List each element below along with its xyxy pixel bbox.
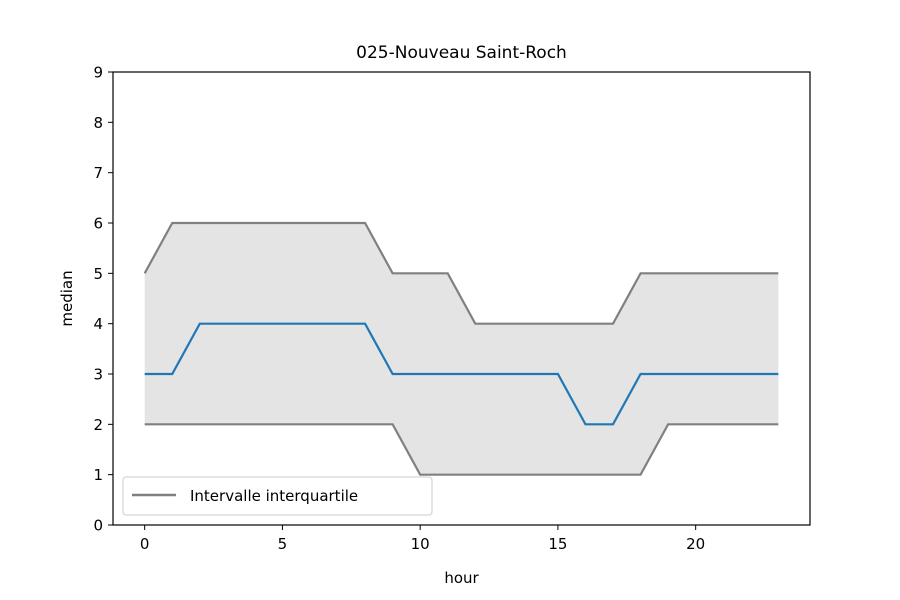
legend-label: Intervalle interquartile <box>190 487 358 505</box>
x-axis-label: hour <box>444 569 479 587</box>
interquartile-band-layer <box>144 223 779 475</box>
y-axis: 0 1 2 3 4 5 6 7 8 9 <box>93 64 113 535</box>
y-axis-label: median <box>58 270 76 326</box>
y-tick-label: 6 <box>93 215 103 233</box>
plot-frame <box>112 71 811 526</box>
interquartile-band <box>144 223 779 475</box>
x-axis: 0 5 10 15 20 <box>140 525 705 553</box>
y-tick-label: 0 <box>93 517 103 535</box>
y-tick-label: 4 <box>93 315 103 333</box>
y-tick-label: 8 <box>93 114 103 132</box>
y-tick-label: 2 <box>93 416 103 434</box>
y-tick-label: 5 <box>93 265 103 283</box>
upper-quartile-line <box>143 221 779 325</box>
x-tick-label: 20 <box>686 535 705 553</box>
x-tick-label: 5 <box>278 535 288 553</box>
y-tick-label: 7 <box>93 164 103 182</box>
median-line <box>144 322 779 426</box>
x-tick-label: 0 <box>140 535 150 553</box>
x-tick-label: 15 <box>548 535 567 553</box>
lower-quartile-line <box>144 423 779 476</box>
legend-box <box>122 476 433 516</box>
legend: Intervalle interquartile <box>122 476 433 516</box>
series-layer <box>143 221 779 476</box>
chart-title: 025-Nouveau Saint-Roch <box>356 43 567 63</box>
y-tick-label: 9 <box>93 64 103 82</box>
x-tick-label: 10 <box>411 535 430 553</box>
y-tick-label: 3 <box>93 366 103 384</box>
y-tick-label: 1 <box>93 466 103 484</box>
